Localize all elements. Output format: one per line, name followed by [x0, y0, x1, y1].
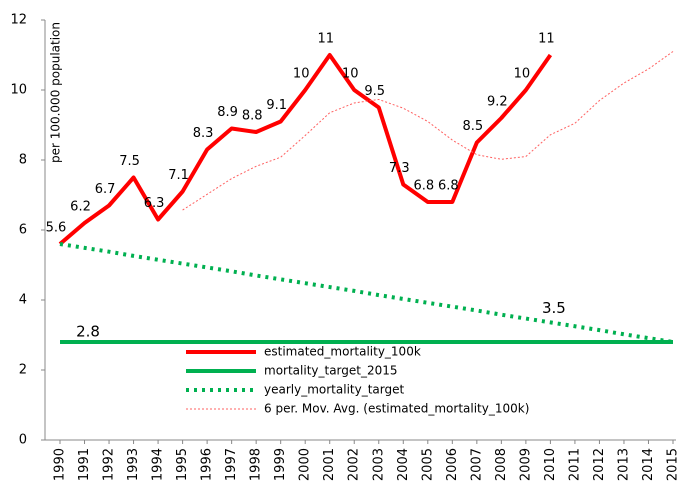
data-label: 5.6	[46, 221, 67, 236]
x-tick-label: 1991	[77, 448, 92, 481]
x-tick-label: 2000	[298, 448, 313, 481]
x-tick-label: 2006	[445, 448, 460, 481]
data-label: 6.8	[438, 179, 459, 194]
series-line	[59, 242, 674, 344]
x-tick-label: 1992	[102, 448, 117, 481]
data-label: 11	[317, 32, 334, 47]
x-tick-label: 1993	[126, 448, 141, 481]
data-label: 10	[293, 67, 310, 82]
data-label: 2.8	[76, 323, 100, 341]
y-tick-label: 12	[10, 13, 27, 28]
data-label: 6.3	[144, 196, 165, 211]
x-tick-label: 2005	[420, 448, 435, 481]
x-tick-label: 1995	[175, 448, 190, 481]
legend-label: estimated_mortality_100k	[264, 345, 421, 359]
x-tick-label: 2002	[347, 448, 362, 481]
x-tick-label: 2015	[666, 448, 680, 481]
x-tick-label: 1998	[249, 448, 264, 481]
legend-label: 6 per. Mov. Avg. (estimated_mortality_10…	[264, 402, 529, 416]
x-tick-label: 1996	[200, 448, 215, 481]
data-label: 7.1	[168, 168, 189, 183]
x-tick-label: 2010	[543, 448, 558, 481]
series-line	[58, 53, 553, 246]
data-label: 3.5	[542, 299, 566, 317]
data-label: 6.8	[413, 179, 434, 194]
x-tick-label: 2012	[592, 448, 607, 481]
x-tick-label: 1990	[53, 448, 68, 481]
y-axis-label: per 100.000 population	[49, 22, 63, 163]
data-label: 8.3	[193, 126, 214, 141]
legend-label: mortality_target_2015	[264, 364, 398, 378]
y-tick-label: 2	[19, 363, 27, 378]
y-tick-label: 4	[19, 293, 27, 308]
x-tick-label: 1999	[273, 448, 288, 481]
data-label: 8.5	[462, 119, 483, 134]
x-tick-label: 2008	[494, 448, 509, 481]
data-label: 9.5	[364, 84, 385, 99]
data-label: 7.3	[389, 161, 410, 176]
y-tick-label: 8	[19, 153, 27, 168]
x-tick-label: 1994	[151, 448, 166, 481]
legend-box	[182, 344, 562, 422]
x-tick-label: 2003	[371, 448, 386, 481]
x-tick-label: 2011	[567, 448, 582, 481]
data-label: 7.5	[119, 154, 140, 169]
data-label: 10	[342, 67, 359, 82]
legend-label: yearly_mortality_target	[264, 383, 404, 397]
x-tick-label: 2001	[322, 448, 337, 481]
x-tick-label: 2013	[616, 448, 631, 481]
y-tick-label: 0	[19, 433, 27, 448]
y-tick-label: 10	[10, 83, 27, 98]
data-label: 9.1	[266, 98, 287, 113]
x-tick-label: 1997	[224, 448, 239, 481]
data-label: 6.7	[95, 182, 116, 197]
x-tick-label: 2004	[396, 448, 411, 481]
y-tick-label: 6	[19, 223, 27, 238]
data-label: 11	[538, 32, 555, 47]
data-label: 6.2	[70, 200, 91, 215]
data-label: 10	[514, 67, 531, 82]
x-tick-label: 2007	[469, 448, 484, 481]
data-label: 9.2	[487, 95, 508, 110]
data-label: 8.8	[242, 109, 263, 124]
x-tick-label: 2009	[518, 448, 533, 481]
x-tick-label: 2014	[641, 448, 656, 481]
data-label: 8.9	[217, 105, 238, 120]
